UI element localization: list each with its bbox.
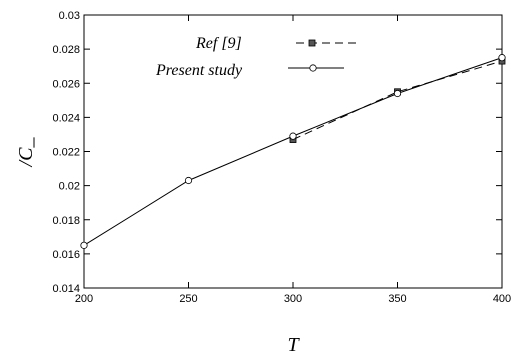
data-point-1-2 — [289, 132, 297, 140]
y-tick-label: 0.03 — [59, 10, 80, 22]
legend-present-marker — [309, 64, 317, 72]
data-point-1-3 — [393, 89, 402, 98]
y-tick-label: 0.026 — [52, 78, 80, 90]
x-tick-label: 300 — [284, 293, 302, 305]
x-tick-labels: 200 250 300 350 400 — [75, 293, 511, 305]
x-tick-label: 250 — [179, 293, 197, 305]
data-point-1-4 — [498, 54, 506, 62]
y-tick-label: 0.02 — [59, 181, 80, 193]
y-tick-label: 0.014 — [52, 283, 80, 295]
y-tick-label: 0.018 — [52, 215, 80, 227]
y-axis-title: /C_ — [15, 137, 37, 168]
data-point-1-0 — [80, 241, 88, 249]
y-tick-labels: 0.014 0.016 0.018 0.02 0.022 0.024 0.026 0.028 0… — [52, 10, 80, 295]
y-tick-label: 0.024 — [52, 112, 80, 124]
legend-ref-marker — [308, 39, 316, 47]
x-axis-title: T — [287, 334, 300, 356]
y-tick-label: 0.022 — [52, 147, 80, 159]
series-line-0 — [292, 60, 503, 141]
data-point-1-1 — [184, 176, 193, 185]
legend: Ref [9] Present study — [155, 35, 356, 79]
series-line-1 — [83, 57, 503, 246]
legend-ref-label: Ref [9] — [195, 35, 242, 52]
legend-present-label: Present study — [155, 62, 243, 79]
plot-frame — [83, 14, 503, 289]
series-markers — [80, 54, 506, 249]
y-tick-label: 0.016 — [52, 249, 80, 261]
tick-marks — [83, 14, 503, 289]
series-lines — [83, 57, 503, 246]
y-tick-label: 0.028 — [52, 44, 80, 56]
x-tick-label: 350 — [388, 293, 406, 305]
x-tick-label: 200 — [75, 293, 93, 305]
x-tick-label: 400 — [493, 293, 511, 305]
